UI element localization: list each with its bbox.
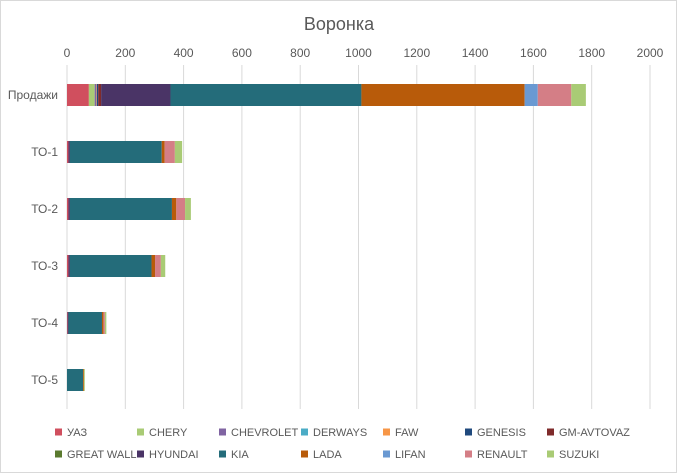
bar-segment (68, 255, 70, 277)
chart-title: Воронка (304, 14, 375, 34)
bar-segment (171, 198, 177, 220)
legend-label: УАЗ (67, 427, 87, 439)
bar-segment (101, 84, 171, 106)
x-tick-label: 0 (64, 46, 71, 60)
bar-segment (67, 198, 69, 220)
legend-label: GREAT WALL (67, 449, 136, 461)
bar-segment (155, 255, 161, 277)
x-tick-label: 400 (174, 46, 194, 60)
bar-segment (537, 84, 572, 106)
bar-segment (68, 198, 70, 220)
stacked-bars (67, 84, 586, 391)
legend-marker (55, 450, 62, 458)
legend-marker (137, 428, 144, 436)
bar-segment (67, 255, 69, 277)
bar-segment (98, 84, 102, 106)
category-label: ТО-3 (31, 259, 58, 273)
bar-segment (103, 312, 105, 334)
bar-segment (67, 369, 84, 391)
legend-label: GM-AVTOVAZ (559, 427, 630, 439)
legend-marker (301, 450, 308, 458)
legend-marker (465, 450, 472, 458)
bar-segment (176, 198, 186, 220)
x-axis-ticks: 0 200 400 600 800 1000 1200 1400 1600 1800 2000 (64, 46, 664, 60)
bar-segment (68, 312, 102, 334)
legend-marker (301, 428, 308, 436)
legend-marker (547, 428, 554, 436)
bar-segment (174, 141, 183, 163)
bar-segment (68, 141, 70, 163)
legend-label: LIFAN (395, 449, 426, 461)
legend-label: GENESIS (477, 427, 526, 439)
category-label: ТО-5 (31, 373, 58, 387)
legend-marker (383, 450, 390, 458)
bar-segment (69, 198, 172, 220)
x-tick-label: 1200 (403, 46, 430, 60)
legend-marker (219, 428, 226, 436)
x-tick-label: 1000 (345, 46, 372, 60)
legend-marker (137, 450, 144, 458)
bar-segment (104, 312, 107, 334)
bar-segment (69, 141, 162, 163)
category-label: ТО-1 (31, 145, 58, 159)
x-tick-label: 200 (115, 46, 135, 60)
legend-label: HYUNDAI (149, 449, 199, 461)
bar-segment (164, 141, 175, 163)
legend-label: FAW (395, 427, 419, 439)
bar-segment (83, 369, 85, 391)
legend-marker (465, 428, 472, 436)
legend-marker (55, 428, 62, 436)
bar-segment (94, 84, 97, 106)
bar-segment (67, 312, 68, 334)
category-label: Продажи (8, 88, 58, 102)
bar-segment (160, 255, 166, 277)
legend-marker (219, 450, 226, 458)
legend-label: SUZUKI (559, 449, 599, 461)
legend-marker (547, 450, 554, 458)
x-tick-label: 1600 (520, 46, 547, 60)
x-tick-label: 2000 (637, 46, 664, 60)
legend-marker (383, 428, 390, 436)
bar-segment (185, 198, 191, 220)
legend-label: LADA (313, 449, 342, 461)
gridlines (66, 65, 651, 409)
bar-segment (69, 255, 152, 277)
bar-segment (524, 84, 538, 106)
bar-segment (571, 84, 586, 106)
bar-segment (96, 84, 99, 106)
x-tick-label: 1400 (462, 46, 489, 60)
legend-label: KIA (231, 449, 249, 461)
y-axis-categories: Продажи ТО-1 ТО-2 ТО-3 ТО-4 ТО-5 (8, 88, 58, 387)
bar-segment (83, 369, 84, 391)
legend-label: RENAULT (477, 449, 528, 461)
bar-segment (67, 312, 69, 334)
legend-label: CHERY (149, 427, 188, 439)
legend-label: DERWAYS (313, 427, 367, 439)
bar-segment (96, 84, 97, 106)
category-label: ТО-4 (31, 316, 58, 330)
legend: УАЗ CHERY CHEVROLET DERWAYS FAW GENESIS GM-AVT… (55, 427, 630, 461)
bar-segment (170, 84, 362, 106)
x-tick-label: 1800 (578, 46, 605, 60)
x-tick-label: 600 (232, 46, 252, 60)
bar-segment (101, 312, 104, 334)
bar-segment (88, 84, 95, 106)
bar-segment (161, 141, 165, 163)
bar-segment (151, 255, 156, 277)
category-label: ТО-2 (31, 202, 58, 216)
bar-segment (67, 84, 89, 106)
x-tick-label: 800 (290, 46, 310, 60)
legend-label: CHEVROLET (231, 427, 299, 439)
bar-segment (67, 141, 69, 163)
bar-segment (361, 84, 525, 106)
